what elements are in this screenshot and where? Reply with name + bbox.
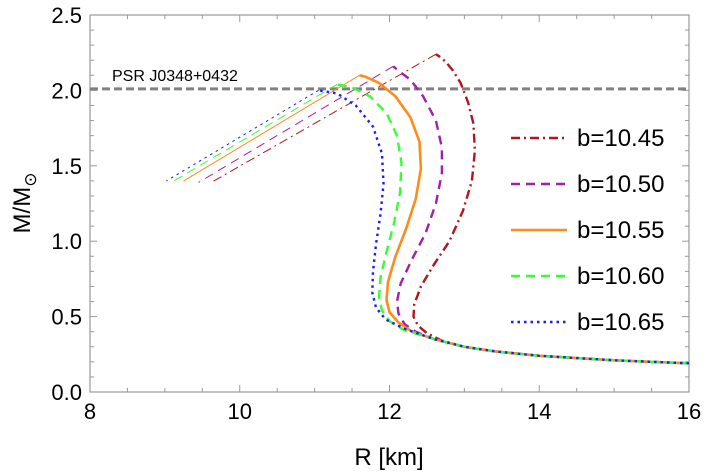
series-branch-b-10-45 xyxy=(211,53,437,183)
x-tick-label: 12 xyxy=(377,399,401,424)
y-tick-label: 1.0 xyxy=(51,229,82,254)
x-axis-title: R [km] xyxy=(354,444,423,471)
y-axis-title-main: M/M xyxy=(9,187,36,234)
x-tick-label: 8 xyxy=(84,399,96,424)
y-tick-label: 1.5 xyxy=(51,154,82,179)
y-axis-title: M/M⊙ xyxy=(9,173,40,234)
axes: 8 10 12 14 16 0.0 0.5 1.0 1.5 2.0 2.5 xyxy=(51,3,701,424)
x-tick-label: 10 xyxy=(228,399,252,424)
series-line-b-10-60 xyxy=(336,83,689,365)
series-branch-b-10-50 xyxy=(198,65,394,183)
y-tick-label: 0.0 xyxy=(51,380,82,405)
legend-label-b-10-45: b=10.45 xyxy=(577,125,664,152)
y-axis-title-subscript: ⊙ xyxy=(21,173,40,187)
x-tick-label: 14 xyxy=(527,399,551,424)
y-tick-label: 2.0 xyxy=(51,78,82,103)
series-branch-b-10-60 xyxy=(173,83,338,182)
reference-line-label: PSR J0348+0432 xyxy=(112,68,238,85)
legend-label-b-10-55: b=10.55 xyxy=(577,217,664,244)
series-line-b-10-65 xyxy=(318,89,689,365)
legend: b=10.45 b=10.50 b=10.55 b=10.60 b=10.65 xyxy=(511,125,664,336)
series-branch-b-10-65 xyxy=(166,89,319,182)
x-tick-label: 16 xyxy=(677,399,701,424)
series-line-b-10-55 xyxy=(359,74,689,365)
series-line-b-10-50 xyxy=(392,65,689,365)
legend-label-b-10-60: b=10.60 xyxy=(577,263,664,290)
series-branch-b-10-55 xyxy=(183,74,360,182)
y-tick-label: 2.5 xyxy=(51,3,82,28)
legend-label-b-10-65: b=10.65 xyxy=(577,309,664,336)
series-group xyxy=(166,53,689,365)
y-tick-label: 0.5 xyxy=(51,305,82,330)
legend-label-b-10-50: b=10.50 xyxy=(577,171,664,198)
